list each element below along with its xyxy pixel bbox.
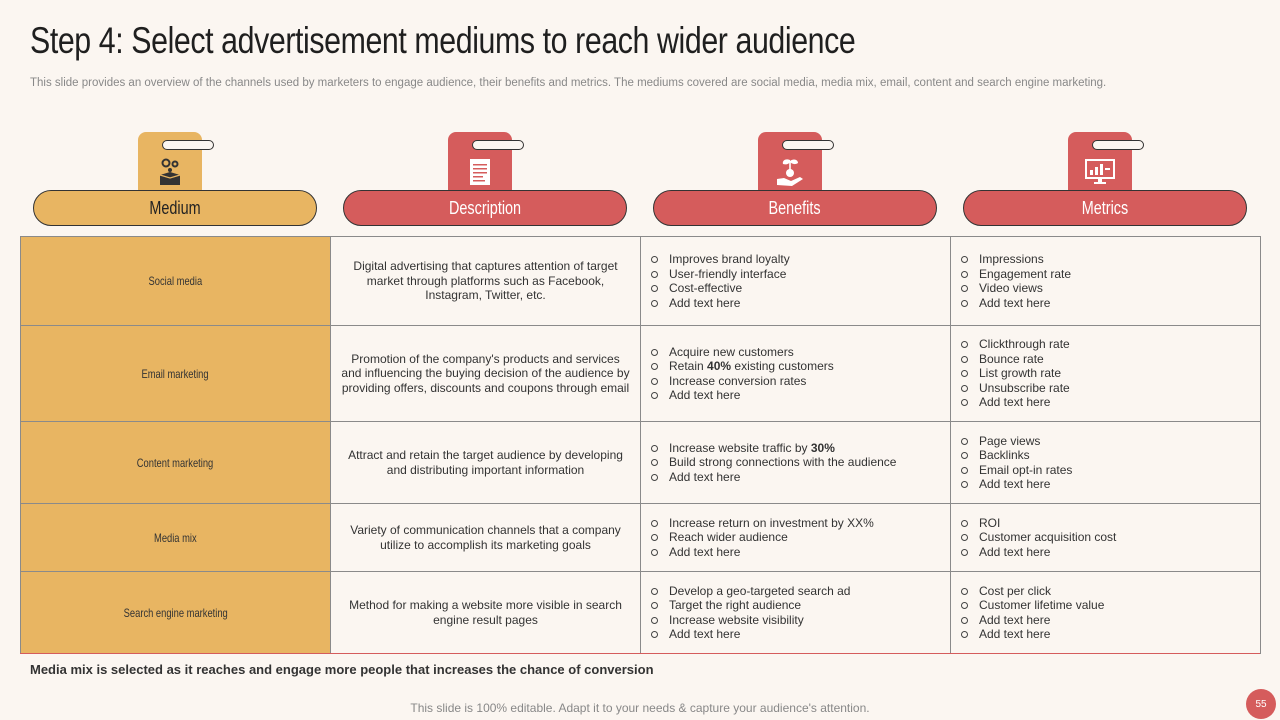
list-item: Customer lifetime value	[961, 598, 1252, 613]
list-item: Build strong connections with the audien…	[651, 455, 942, 470]
list-item: List growth rate	[961, 366, 1252, 381]
conclusion-text: Media mix is selected as it reaches and …	[30, 662, 654, 677]
list-item: Clickthrough rate	[961, 337, 1252, 352]
list-item: Page views	[961, 434, 1252, 449]
header-medium: Medium	[33, 190, 317, 226]
medium-cell: Email marketing	[20, 325, 331, 422]
list-item: ROI	[961, 516, 1252, 531]
metrics-icon-tab	[1068, 132, 1144, 194]
benefits-cell: Increase return on investment by XX% Rea…	[640, 503, 951, 572]
list-item: Improves brand loyalty	[651, 252, 942, 267]
description-cell: Variety of communication channels that a…	[330, 503, 641, 572]
medium-cell: Search engine marketing	[20, 571, 331, 654]
list-item: Increase return on investment by XX%	[651, 516, 942, 531]
medium-cell: Media mix	[20, 503, 331, 572]
list-item: Video views	[961, 281, 1252, 296]
money-plant-hand-icon	[777, 159, 803, 186]
list-item: Increase website traffic by 30%	[651, 441, 942, 456]
list-item: Impressions	[961, 252, 1252, 267]
slide-title: Step 4: Select advertisement mediums to …	[30, 20, 856, 61]
description-cell: Digital advertising that captures attent…	[330, 236, 641, 326]
list-item: Add text here	[651, 296, 942, 311]
divider	[20, 653, 1260, 654]
header-description: Description	[343, 190, 627, 226]
list-item: Add text here	[651, 627, 942, 642]
list-item: Bounce rate	[961, 352, 1252, 367]
tab-ring	[472, 140, 524, 150]
benefits-cell: Improves brand loyalty User-friendly int…	[640, 236, 951, 326]
tab-ring	[162, 140, 214, 150]
benefits-icon-tab	[758, 132, 834, 194]
list-item: Email opt-in rates	[961, 463, 1252, 478]
metrics-cell: Impressions Engagement rate Video views …	[950, 236, 1261, 326]
metrics-cell: Page views Backlinks Email opt-in rates …	[950, 421, 1261, 504]
list-item: Add text here	[961, 477, 1252, 492]
list-item: Add text here	[961, 545, 1252, 560]
list-item: Acquire new customers	[651, 345, 942, 360]
metrics-cell: Cost per click Customer lifetime value A…	[950, 571, 1261, 654]
list-item: Add text here	[651, 545, 942, 560]
description-icon-tab	[448, 132, 524, 194]
list-item: User-friendly interface	[651, 267, 942, 282]
list-item: Develop a geo-targeted search ad	[651, 584, 942, 599]
list-item: Add text here	[961, 296, 1252, 311]
header-metrics: Metrics	[963, 190, 1247, 226]
list-item: Cost-effective	[651, 281, 942, 296]
tab-ring	[782, 140, 834, 150]
benefits-cell: Develop a geo-targeted search ad Target …	[640, 571, 951, 654]
list-item: Increase conversion rates	[651, 374, 942, 389]
table-row: Email marketing Promotion of the company…	[20, 325, 1261, 422]
list-item: Add text here	[961, 627, 1252, 642]
benefits-cell: Increase website traffic by 30% Build st…	[640, 421, 951, 504]
list-item: Target the right audience	[651, 598, 942, 613]
metrics-cell: ROI Customer acquisition cost Add text h…	[950, 503, 1261, 572]
description-cell: Method for making a website more visible…	[330, 571, 641, 654]
footer-note: This slide is 100% editable. Adapt it to…	[410, 701, 870, 715]
analytics-screen-icon	[1085, 159, 1115, 184]
description-cell: Promotion of the company's products and …	[330, 325, 641, 422]
page-number-badge: 55	[1246, 689, 1276, 719]
medium-icon-tab	[138, 132, 214, 194]
table-row: Social media Digital advertising that ca…	[20, 236, 1261, 326]
description-cell: Attract and retain the target audience b…	[330, 421, 641, 504]
list-item: Add text here	[651, 388, 942, 403]
list-item: Cost per click	[961, 584, 1252, 599]
mediums-table: Social media Digital advertising that ca…	[20, 236, 1261, 654]
list-item: Unsubscribe rate	[961, 381, 1252, 396]
metrics-cell: Clickthrough rate Bounce rate List growt…	[950, 325, 1261, 422]
document-icon	[470, 159, 490, 185]
list-item: Engagement rate	[961, 267, 1252, 282]
table-row: Content marketing Attract and retain the…	[20, 421, 1261, 504]
list-item: Add text here	[961, 395, 1252, 410]
box-gears-icon	[159, 158, 181, 185]
list-item: Customer acquisition cost	[961, 530, 1252, 545]
slide-subtitle: This slide provides an overview of the c…	[30, 77, 1107, 89]
benefits-cell: Acquire new customers Retain 40% existin…	[640, 325, 951, 422]
list-item: Backlinks	[961, 448, 1252, 463]
medium-cell: Content marketing	[20, 421, 331, 504]
table-row: Media mix Variety of communication chann…	[20, 503, 1261, 572]
list-item: Retain 40% existing customers	[651, 359, 942, 374]
list-item: Reach wider audience	[651, 530, 942, 545]
header-benefits: Benefits	[653, 190, 937, 226]
list-item: Increase website visibility	[651, 613, 942, 628]
tab-ring	[1092, 140, 1144, 150]
medium-cell: Social media	[20, 236, 331, 326]
table-row: Search engine marketing Method for makin…	[20, 571, 1261, 654]
list-item: Add text here	[961, 613, 1252, 628]
list-item: Add text here	[651, 470, 942, 485]
